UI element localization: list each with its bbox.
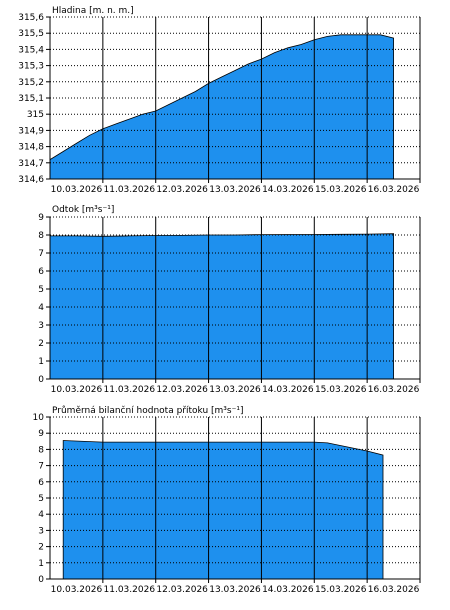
- y-tick-label: 3: [38, 526, 44, 536]
- y-tick-label: 9: [38, 429, 44, 439]
- data-point: [327, 36, 328, 37]
- x-tick-label: 15.03.2026: [315, 385, 367, 395]
- x-tick-label: 12.03.2026: [156, 385, 208, 395]
- data-point: [195, 91, 196, 92]
- data-point: [248, 63, 249, 64]
- series-area: [62, 440, 384, 580]
- data-point: [89, 135, 90, 136]
- y-tick-label: 315,4: [18, 45, 44, 55]
- x-tick-label: 16.03.2026: [368, 585, 420, 595]
- y-tick-label: 315,2: [18, 78, 44, 88]
- x-tick-label: 13.03.2026: [209, 185, 261, 195]
- data-point: [63, 151, 64, 152]
- data-point: [287, 47, 288, 48]
- y-tick-label: 315,6: [18, 13, 44, 23]
- x-tick-label: 14.03.2026: [262, 385, 314, 395]
- y-tick-label: 1: [38, 559, 44, 569]
- x-tick-label: 15.03.2026: [315, 185, 367, 195]
- y-tick-label: 7: [38, 249, 44, 259]
- chart-title: Odtok [m³s⁻¹]: [52, 205, 114, 215]
- data-point: [301, 44, 302, 45]
- data-point: [274, 52, 275, 53]
- y-tick-label: 314,8: [18, 143, 44, 153]
- series-area: [49, 34, 394, 180]
- series-area: [49, 233, 394, 380]
- data-point: [142, 114, 143, 115]
- data-point: [393, 38, 394, 39]
- data-point: [63, 440, 64, 441]
- y-tick-label: 2: [38, 543, 44, 553]
- y-tick-label: 7: [38, 462, 44, 472]
- x-tick-label: 16.03.2026: [368, 385, 420, 395]
- x-tick-label: 15.03.2026: [315, 585, 367, 595]
- data-point: [234, 70, 235, 71]
- data-point: [116, 123, 117, 124]
- x-tick-label: 14.03.2026: [262, 185, 314, 195]
- y-tick-label: 6: [38, 267, 44, 277]
- data-point: [382, 455, 383, 456]
- chart-panel-1: 315,6 315,5 315,4 315,3 315,2 315,1 315 314,9 31…: [18, 6, 421, 195]
- data-point: [129, 119, 130, 120]
- y-tick-label: 4: [38, 510, 44, 520]
- data-point: [76, 235, 77, 236]
- y-tick-label: 315: [27, 110, 44, 120]
- y-tick-label: 8: [38, 445, 44, 455]
- data-point: [353, 34, 354, 35]
- data-point: [340, 34, 341, 35]
- x-tick-label: 11.03.2026: [104, 185, 156, 195]
- x-tick-label: 10.03.2026: [51, 585, 103, 595]
- y-tick-label: 0: [38, 575, 44, 585]
- y-tick-label: 314,7: [18, 159, 44, 169]
- y-tick-label: 315,1: [18, 94, 44, 104]
- y-tick-label: 4: [38, 303, 44, 313]
- x-tick-label: 14.03.2026: [262, 585, 314, 595]
- x-tick-label: 13.03.2026: [209, 585, 261, 595]
- chart-title: Průměrná bilanční hodnota přítoku [m³s⁻¹…: [52, 405, 243, 416]
- chart-title: Hladina [m. n. m.]: [52, 6, 134, 16]
- y-tick-label: 315,3: [18, 62, 44, 72]
- x-tick-label: 12.03.2026: [156, 185, 208, 195]
- y-tick-label: 6: [38, 478, 44, 488]
- y-tick-label: 5: [38, 285, 44, 295]
- x-tick-label: 12.03.2026: [156, 585, 208, 595]
- x-tick-label: 13.03.2026: [209, 385, 261, 395]
- x-tick-label: 11.03.2026: [104, 385, 156, 395]
- y-tick-label: 1: [38, 357, 44, 367]
- data-point: [168, 104, 169, 105]
- data-point: [393, 233, 394, 234]
- y-tick-label: 5: [38, 494, 44, 504]
- data-point: [234, 234, 235, 235]
- y-tick-label: 0: [38, 375, 44, 385]
- data-point: [380, 34, 381, 35]
- x-tick-label: 16.03.2026: [368, 185, 420, 195]
- x-tick-label: 10.03.2026: [51, 385, 103, 395]
- y-tick-label: 10: [33, 413, 45, 423]
- x-tick-label: 10.03.2026: [51, 185, 103, 195]
- y-tick-label: 8: [38, 231, 44, 241]
- y-tick-label: 314,6: [18, 175, 44, 185]
- data-point: [76, 143, 77, 144]
- y-tick-label: 9: [38, 213, 44, 223]
- y-tick-label: 315,5: [18, 29, 44, 39]
- y-tick-label: 2: [38, 339, 44, 349]
- chart-panel-2: 9 8 7 6 5 4 3 2 1 0 10.03.2026 11.03.2026 12.03.2026…: [38, 205, 421, 395]
- y-tick-label: 314,9: [18, 126, 44, 136]
- data-point: [221, 76, 222, 77]
- data-point: [327, 442, 328, 443]
- x-tick-label: 11.03.2026: [104, 585, 156, 595]
- y-tick-label: 3: [38, 321, 44, 331]
